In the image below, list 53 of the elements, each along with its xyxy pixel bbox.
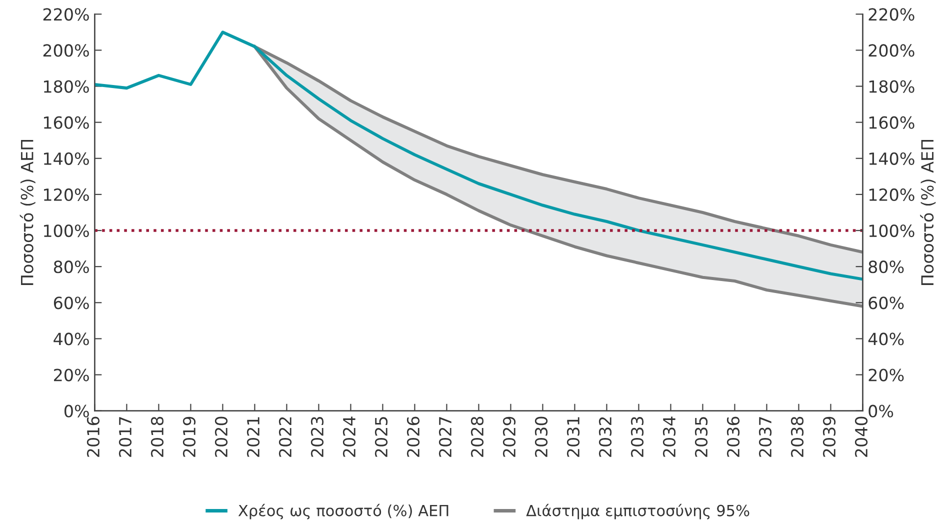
y-tick-label: 160%	[44, 116, 89, 129]
y-tick-label: 40%	[54, 332, 89, 346]
x-tick-label: 2034	[662, 416, 676, 457]
y2-tick-label: 20%	[868, 368, 904, 382]
x-tick-label: 2039	[822, 416, 836, 457]
x-tick-label: 2022	[278, 417, 292, 457]
y2-tick-label: 120%	[869, 188, 914, 202]
x-tick-label: 2016	[86, 416, 100, 457]
y-tick-label: 100%	[44, 224, 89, 238]
y-tick-label: 140%	[44, 152, 89, 165]
y-tick-label: 60%	[54, 296, 89, 310]
y2-tick-label: 80%	[868, 260, 904, 274]
x-tick-label: 2035	[694, 417, 708, 457]
y2-tick-label: 220%	[868, 8, 914, 21]
y-tick-label: 200%	[43, 44, 89, 57]
y-tick-label: 120%	[44, 188, 89, 202]
x-tick-label: 2026	[406, 416, 420, 457]
x-tick-label: 2018	[150, 416, 164, 457]
y-tick-label: 80%	[54, 260, 89, 274]
y2-axis-title: Ποσοστό (%) ΑΕΠ	[920, 140, 936, 285]
y2-tick-label: 40%	[868, 332, 904, 346]
legend-label: Χρέος ως ποσοστό (%) ΑΕΠ	[238, 504, 448, 520]
x-tick-label: 2037	[758, 417, 772, 457]
y2-tick-label: 200%	[868, 44, 914, 57]
x-tick-label: 2033	[630, 417, 644, 457]
y-tick-label: 0%	[64, 404, 89, 418]
x-tick-label: 2017	[118, 417, 132, 457]
y-tick-label: 20%	[54, 368, 89, 382]
x-tick-label: 2020	[214, 416, 228, 457]
y2-tick-label: 140%	[869, 152, 914, 165]
y2-tick-label: 0%	[868, 404, 894, 418]
x-tick-label: 2038	[790, 416, 804, 457]
y-tick-label: 180%	[44, 80, 89, 93]
legend-label: Διάστημα εμπιστοσύνης 95%	[526, 504, 750, 520]
x-tick-label: 2021	[246, 417, 260, 457]
y-axis-title: Ποσοστό (%) ΑΕΠ	[20, 140, 36, 285]
x-tick-label: 2028	[470, 416, 484, 457]
x-tick-label: 2023	[310, 417, 324, 457]
x-tick-label: 2025	[374, 417, 388, 457]
x-tick-label: 2032	[598, 417, 612, 457]
y2-tick-label: 180%	[869, 80, 914, 93]
x-tick-label: 2027	[438, 417, 452, 457]
x-tick-label: 2036	[726, 416, 740, 457]
y-tick-label: 220%	[43, 8, 89, 21]
x-tick-label: 2030	[534, 416, 548, 457]
y2-tick-label: 100%	[869, 224, 914, 238]
x-tick-label: 2029	[502, 416, 516, 457]
x-tick-label: 2031	[566, 417, 580, 457]
y2-tick-label: 60%	[868, 296, 904, 310]
x-tick-label: 2024	[342, 416, 356, 457]
y2-tick-label: 160%	[869, 116, 914, 129]
x-tick-label: 2040	[854, 416, 868, 457]
x-tick-label: 2019	[182, 416, 196, 457]
